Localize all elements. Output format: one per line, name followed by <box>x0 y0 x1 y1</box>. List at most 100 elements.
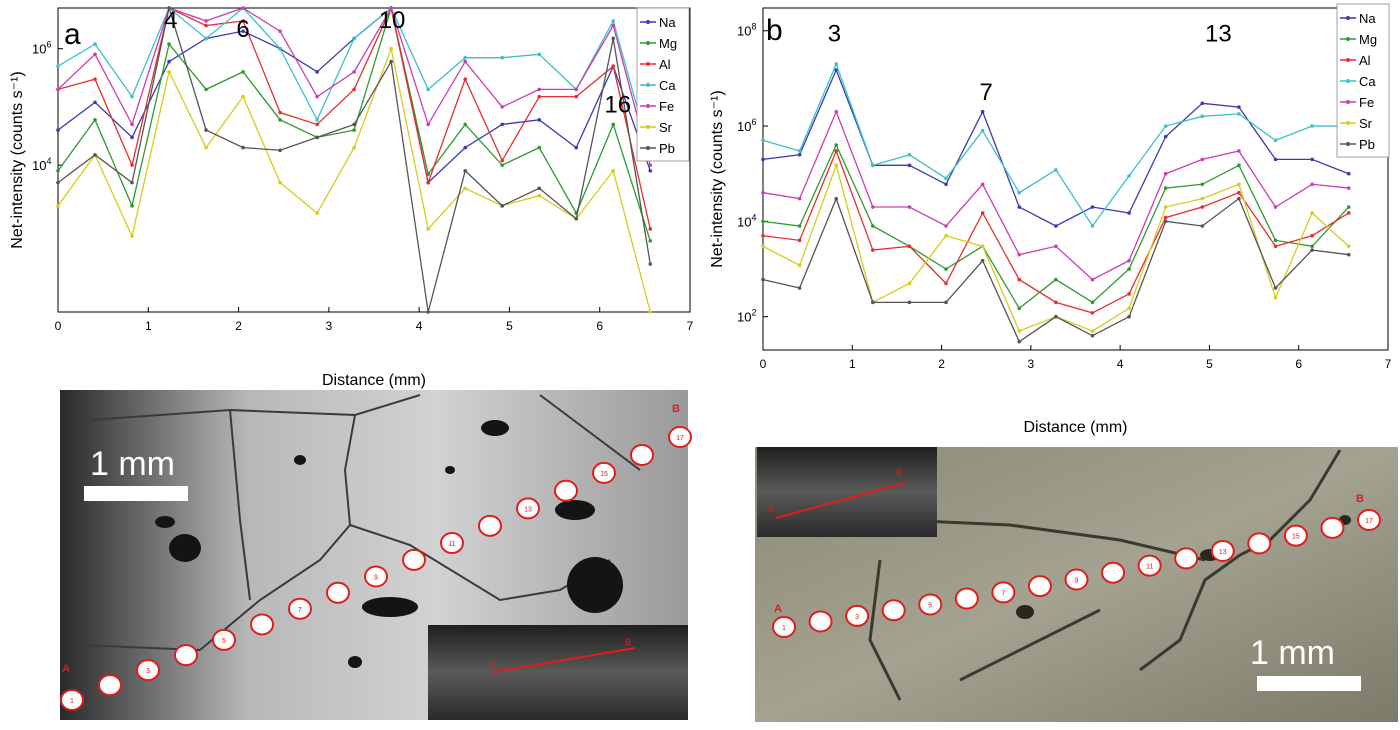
data-point-a-Mg-12 <box>500 163 505 167</box>
data-point-a-Sr-13 <box>537 193 542 198</box>
spot-right-8 <box>1027 575 1052 598</box>
series-line-a-Ca <box>57 6 651 156</box>
data-point-b-Ca-0 <box>761 138 765 143</box>
data-point-a-Sr-6 <box>278 180 282 185</box>
grain-boundaries-right <box>868 449 1342 701</box>
spot-left-7 <box>288 597 312 620</box>
data-point-a-Mg-3 <box>167 42 171 46</box>
data-point-a-Pb-6 <box>278 148 282 153</box>
y-tick-label-b-2: 106 <box>737 117 756 134</box>
data-point-b-Sr-5 <box>944 233 948 238</box>
x-tick-label-a-6: 6 <box>596 319 603 333</box>
data-point-b-Mg-15 <box>1310 244 1314 249</box>
data-point-a-Fe-14 <box>574 87 579 92</box>
legend-label-b-Pb: Pb <box>1359 137 1375 152</box>
data-point-a-Mg-8 <box>352 128 356 132</box>
spot-number-left-5: 5 <box>222 638 226 645</box>
spot-right-7 <box>991 581 1016 604</box>
data-point-b-Pb-4 <box>907 300 912 305</box>
legend-label-a-Pb: Pb <box>659 141 675 156</box>
legend-label-b-Na: Na <box>1359 11 1376 26</box>
y-axis-label-a: Net-intensity (counts s⁻¹) <box>9 71 26 248</box>
data-point-a-Mg-1 <box>93 118 97 122</box>
spot-left-6 <box>250 613 274 636</box>
data-point-a-Pb-11 <box>463 168 467 173</box>
data-point-a-Na-16 <box>648 168 653 173</box>
data-point-a-Pb-9 <box>389 59 393 64</box>
data-point-b-Na-2 <box>834 68 839 72</box>
data-point-b-Al-1 <box>797 238 802 243</box>
data-point-b-Fe-5 <box>944 224 948 228</box>
data-point-a-Ca-8 <box>352 36 356 41</box>
x-tick-label-a-1: 1 <box>145 319 152 333</box>
data-point-b-Sr-0 <box>761 244 765 249</box>
data-point-a-Fe-10 <box>426 122 430 127</box>
data-point-a-Al-8 <box>352 87 356 92</box>
y-tick-label-a-1: 106 <box>32 40 51 57</box>
data-point-b-Pb-15 <box>1310 248 1314 252</box>
data-point-a-Mg-11 <box>463 122 467 127</box>
peak-label-a-1: 6 <box>236 16 249 43</box>
data-point-b-Fe-7 <box>1017 252 1022 257</box>
spot-right-12 <box>1174 547 1199 570</box>
legend-label-a-Na: Na <box>659 15 676 30</box>
x-tick-label-a-7: 7 <box>687 319 694 333</box>
spot-right-1 <box>772 616 796 638</box>
data-point-a-Ca-0 <box>56 64 60 69</box>
x-tick-label-b-0: 0 <box>760 357 767 371</box>
data-point-b-Ca-12 <box>1200 114 1205 119</box>
data-point-b-Sr-7 <box>1017 329 1022 333</box>
data-point-a-Pb-14 <box>574 216 579 221</box>
data-point-b-Ca-14 <box>1273 138 1278 143</box>
spot-left-13 <box>516 497 540 520</box>
data-point-b-Fe-14 <box>1273 205 1278 209</box>
series-line-a-Al <box>57 5 651 230</box>
spot-right-10 <box>1101 561 1126 584</box>
data-point-b-Fe-2 <box>834 109 839 114</box>
data-point-b-Na-14 <box>1273 157 1278 162</box>
data-point-a-Fe-1 <box>93 52 97 57</box>
data-point-b-Fe-6 <box>980 182 985 187</box>
data-point-a-Pb-7 <box>315 135 319 140</box>
data-point-a-Sr-8 <box>352 145 356 150</box>
data-point-b-Na-8 <box>1054 224 1058 228</box>
data-point-a-Pb-1 <box>93 153 97 157</box>
data-point-b-Na-10 <box>1127 211 1131 215</box>
spot-number-right-5: 5 <box>928 602 932 609</box>
data-point-a-Al-10 <box>426 180 430 185</box>
spot-start-label-left: A <box>62 663 70 675</box>
peak-label-b-2: 13 <box>1205 20 1232 47</box>
legend-marker-b-Mg <box>1346 37 1350 41</box>
series-line-b-Na <box>762 68 1349 227</box>
data-point-b-Al-5 <box>944 281 948 286</box>
spot-number-right-11: 11 <box>1146 564 1153 571</box>
data-point-a-Fe-5 <box>241 6 245 10</box>
data-point-a-Al-16 <box>648 227 653 231</box>
data-point-b-Ca-5 <box>944 176 948 181</box>
data-point-b-Fe-9 <box>1090 277 1095 282</box>
data-point-b-Sr-1 <box>797 263 802 268</box>
data-point-b-Ca-3 <box>871 163 875 168</box>
data-point-a-Fe-9 <box>389 6 393 10</box>
data-point-b-Sr-4 <box>907 281 912 286</box>
data-point-b-Fe-0 <box>761 190 765 195</box>
data-point-b-Pb-2 <box>834 196 839 201</box>
x-tick-label-a-3: 3 <box>326 319 333 333</box>
peak-label-b-1: 7 <box>980 79 993 106</box>
data-point-b-Na-1 <box>797 152 802 157</box>
legend-label-a-Fe: Fe <box>659 99 674 114</box>
data-point-b-Ca-8 <box>1054 168 1058 172</box>
legend-marker-a-Sr <box>646 125 650 129</box>
data-point-b-Al-3 <box>871 248 875 252</box>
spot-number-left-15: 15 <box>600 471 608 478</box>
x-tick-label-b-1: 1 <box>849 357 856 371</box>
legend-marker-b-Sr <box>1346 121 1350 125</box>
data-point-b-Fe-12 <box>1200 157 1205 162</box>
legend-label-a-Al: Al <box>659 57 671 72</box>
legend-marker-a-Pb <box>646 146 650 150</box>
peak-label-a-0: 4 <box>164 7 177 34</box>
data-point-b-Mg-13 <box>1237 163 1241 168</box>
data-point-a-Na-7 <box>315 70 319 74</box>
data-point-b-Mg-12 <box>1200 182 1205 187</box>
